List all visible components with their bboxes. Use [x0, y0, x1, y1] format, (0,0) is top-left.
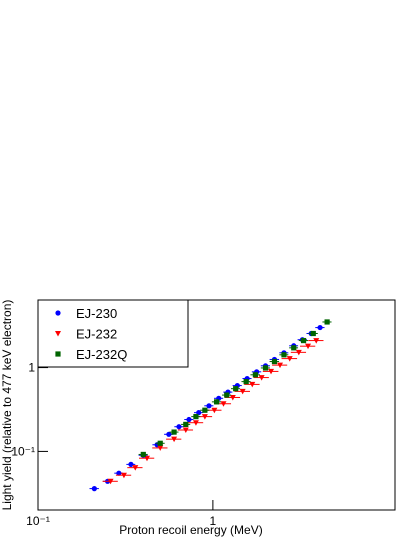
data-point — [91, 486, 97, 492]
legend-label: EJ-232 — [76, 327, 117, 342]
data-point — [183, 421, 189, 427]
data-point — [224, 392, 230, 398]
legend-marker — [55, 351, 61, 357]
x-tick-label: 10⁻¹ — [26, 514, 50, 528]
data-point — [258, 375, 265, 381]
data-point — [166, 431, 172, 437]
data-point — [286, 356, 293, 362]
data-point — [262, 365, 269, 371]
data-point — [324, 319, 330, 325]
y-tick-label: 10⁻¹ — [11, 444, 35, 458]
data-point — [220, 401, 227, 407]
data-point — [193, 414, 199, 420]
legend-marker — [55, 331, 61, 337]
data-point — [140, 451, 146, 458]
data-point — [182, 427, 189, 434]
data-point — [300, 337, 307, 344]
legend-box — [37, 299, 189, 368]
data-point — [313, 338, 320, 344]
legend-label: EJ-230 — [76, 306, 117, 321]
data-point — [229, 394, 236, 401]
data-point — [239, 388, 246, 395]
data-point — [305, 343, 312, 350]
data-point — [243, 379, 249, 385]
data-point — [120, 472, 127, 479]
data-point — [186, 416, 192, 423]
data-point — [192, 420, 199, 426]
x-tick-label: 1 — [210, 514, 217, 528]
data-point — [249, 381, 256, 388]
data-point — [196, 410, 202, 416]
data-point — [157, 445, 164, 451]
legend-marker — [55, 310, 61, 316]
data-point — [206, 403, 212, 409]
data-point — [171, 436, 178, 443]
data-point — [128, 461, 134, 467]
data-point — [157, 440, 163, 446]
data-point — [143, 455, 150, 462]
data-point — [295, 349, 302, 356]
data-point — [116, 470, 122, 476]
data-point — [277, 362, 284, 369]
data-point — [281, 352, 287, 358]
y-axis-title: Light yield (relative to 477 keV electro… — [0, 300, 14, 511]
data-point — [233, 386, 239, 392]
data-point — [317, 324, 323, 331]
data-point — [171, 429, 177, 435]
data-point — [202, 407, 208, 413]
data-point — [252, 372, 258, 378]
data-point — [132, 465, 139, 471]
data-point — [201, 414, 208, 420]
x-axis-title: Proton recoil energy (MeV) — [119, 523, 262, 537]
data-point — [176, 424, 182, 430]
y-tick-label: 1 — [28, 361, 35, 375]
data-point — [211, 407, 218, 414]
data-point — [268, 368, 275, 375]
legend-label: EJ-232Q — [76, 347, 127, 362]
data-point — [107, 478, 114, 485]
data-point — [310, 330, 316, 337]
data-point — [213, 399, 220, 405]
data-point — [271, 358, 278, 365]
data-point — [291, 345, 297, 351]
plot-frame — [37, 299, 396, 511]
